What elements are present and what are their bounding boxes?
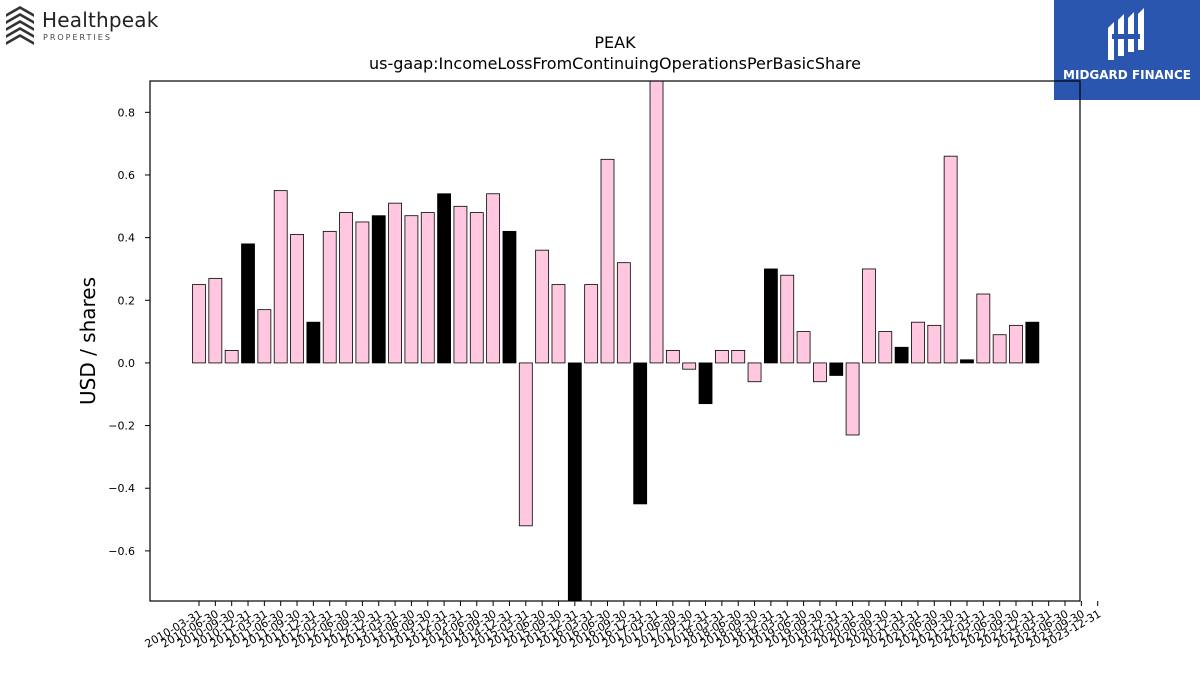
- bar: [224, 349, 239, 364]
- healthpeak-logo-icon: [6, 6, 34, 45]
- bar: [943, 155, 958, 364]
- bar: [420, 212, 435, 364]
- bar: [878, 331, 893, 364]
- bars-group: [192, 80, 1040, 602]
- y-axis: −0.6 −0.4 −0.2 0.0 0.2 0.4 0.6 0.8: [108, 106, 150, 558]
- bar: [894, 346, 909, 364]
- bar: [339, 212, 353, 364]
- bar: [780, 274, 795, 364]
- bar: [567, 362, 582, 602]
- bar: [322, 230, 337, 364]
- healthpeak-brand-sub: PROPERTIES: [43, 33, 112, 42]
- bar: [388, 202, 402, 364]
- midgard-brand: MIDGARD FINANCE: [1063, 68, 1191, 82]
- bar: [208, 277, 223, 364]
- bar: [714, 349, 729, 364]
- bar: [584, 284, 599, 364]
- y-tick-label: 0.0: [118, 357, 136, 370]
- y-tick-label: 0.4: [118, 232, 136, 245]
- bar: [682, 362, 697, 370]
- bar: [976, 293, 991, 364]
- bar: [796, 331, 811, 364]
- bar: [845, 362, 860, 436]
- y-tick-label: 0.6: [118, 169, 136, 182]
- x-axis: 2010-03-312010-06-302010-09-302010-12-31…: [143, 601, 1103, 651]
- bar: [241, 243, 255, 364]
- bar: [437, 193, 452, 364]
- bar: [257, 309, 272, 364]
- bar: [747, 362, 762, 383]
- midgard-logo-icon: [1108, 8, 1144, 60]
- bar: [404, 215, 419, 364]
- bar: [698, 362, 713, 405]
- y-tick-label: −0.2: [108, 420, 135, 433]
- bar: [273, 190, 288, 364]
- bar: [862, 268, 876, 364]
- bar: [649, 80, 664, 364]
- y-tick-label: 0.8: [118, 106, 136, 119]
- bar: [355, 221, 370, 364]
- y-tick-label: 0.2: [118, 294, 136, 307]
- bar: [1009, 324, 1023, 364]
- bar: [633, 362, 648, 505]
- bar: [992, 334, 1007, 364]
- bar: [518, 362, 533, 527]
- chart-subtitle: us-gaap:IncomeLossFromContinuingOperatio…: [368, 54, 861, 73]
- chart-title-block: PEAK us-gaap:IncomeLossFromContinuingOpe…: [150, 32, 1080, 74]
- y-axis-label: USD / shares: [76, 277, 100, 405]
- bar: [1025, 321, 1040, 364]
- chart-title: PEAK: [594, 33, 636, 52]
- healthpeak-brand: Healthpeak: [42, 8, 159, 32]
- bar: [290, 234, 304, 364]
- bar: [600, 158, 615, 364]
- bar: [927, 324, 942, 364]
- bar: [813, 362, 827, 383]
- bar: [192, 284, 206, 364]
- bar: [486, 193, 501, 364]
- bar: [665, 349, 680, 364]
- bar: [731, 349, 746, 364]
- bar: [960, 359, 974, 364]
- bar: [502, 230, 517, 364]
- bar: [371, 215, 386, 364]
- midgard-logo: MIDGARD FINANCE: [1054, 0, 1200, 100]
- bar: [829, 362, 844, 376]
- bar: [551, 284, 566, 364]
- bar: [535, 249, 550, 364]
- bar: [453, 205, 468, 364]
- bar: [469, 212, 484, 364]
- bar: [306, 321, 321, 364]
- bar: [764, 268, 778, 364]
- y-tick-label: −0.4: [108, 482, 135, 495]
- healthpeak-logo: Healthpeak PROPERTIES: [4, 4, 174, 48]
- plot-frame: [149, 80, 1081, 602]
- bar: [616, 262, 631, 364]
- y-tick-label: −0.6: [108, 545, 135, 558]
- bar: [911, 321, 925, 364]
